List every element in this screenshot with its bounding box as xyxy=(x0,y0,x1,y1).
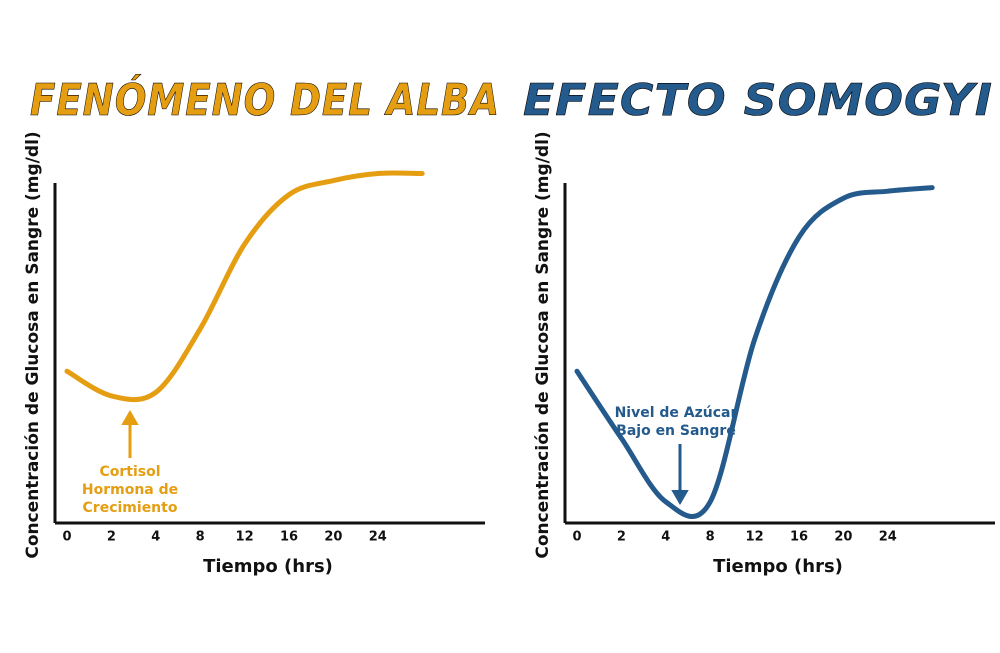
x-tick-label: 16 xyxy=(280,530,298,545)
x-tick-label: 4 xyxy=(661,530,670,545)
x-axis-label: Tiempo (hrs) xyxy=(203,556,333,577)
annotation: Nivel de Azúcar xyxy=(615,405,738,421)
annotation: Cortisol xyxy=(99,464,160,480)
x-tick-label: 8 xyxy=(706,530,715,545)
x-tick-label: 16 xyxy=(790,530,808,545)
x-tick-label: 4 xyxy=(151,530,160,545)
arrow-head xyxy=(671,490,689,505)
x-axis-label: Tiempo (hrs) xyxy=(713,556,843,577)
annotation: Crecimiento xyxy=(83,500,178,516)
arrow-head xyxy=(121,410,139,425)
x-tick-label: 24 xyxy=(369,530,387,545)
x-tick-label: 20 xyxy=(834,530,852,545)
chart-title: FENÓMENO DEL ALBA xyxy=(30,73,500,126)
y-axis-label: Concentración de Glucosa en Sangre (mg/d… xyxy=(23,131,43,558)
x-tick-label: 2 xyxy=(617,530,626,545)
x-tick-label: 0 xyxy=(62,530,71,545)
x-tick-label: 0 xyxy=(572,530,581,545)
x-tick-label: 2 xyxy=(107,530,116,545)
x-tick-label: 12 xyxy=(236,530,254,545)
x-tick-label: 8 xyxy=(196,530,205,545)
curve xyxy=(64,170,425,403)
x-tick-label: 12 xyxy=(746,530,764,545)
chart-title: EFECTO SOMOGYI xyxy=(523,75,993,126)
curve xyxy=(574,185,935,519)
annotation: Bajo en Sangre xyxy=(616,423,736,439)
x-tick-label: 20 xyxy=(324,530,342,545)
x-tick-label: 24 xyxy=(879,530,897,545)
y-axis-label: Concentración de Glucosa en Sangre (mg/d… xyxy=(533,131,553,558)
annotation: Hormona de xyxy=(82,482,178,498)
